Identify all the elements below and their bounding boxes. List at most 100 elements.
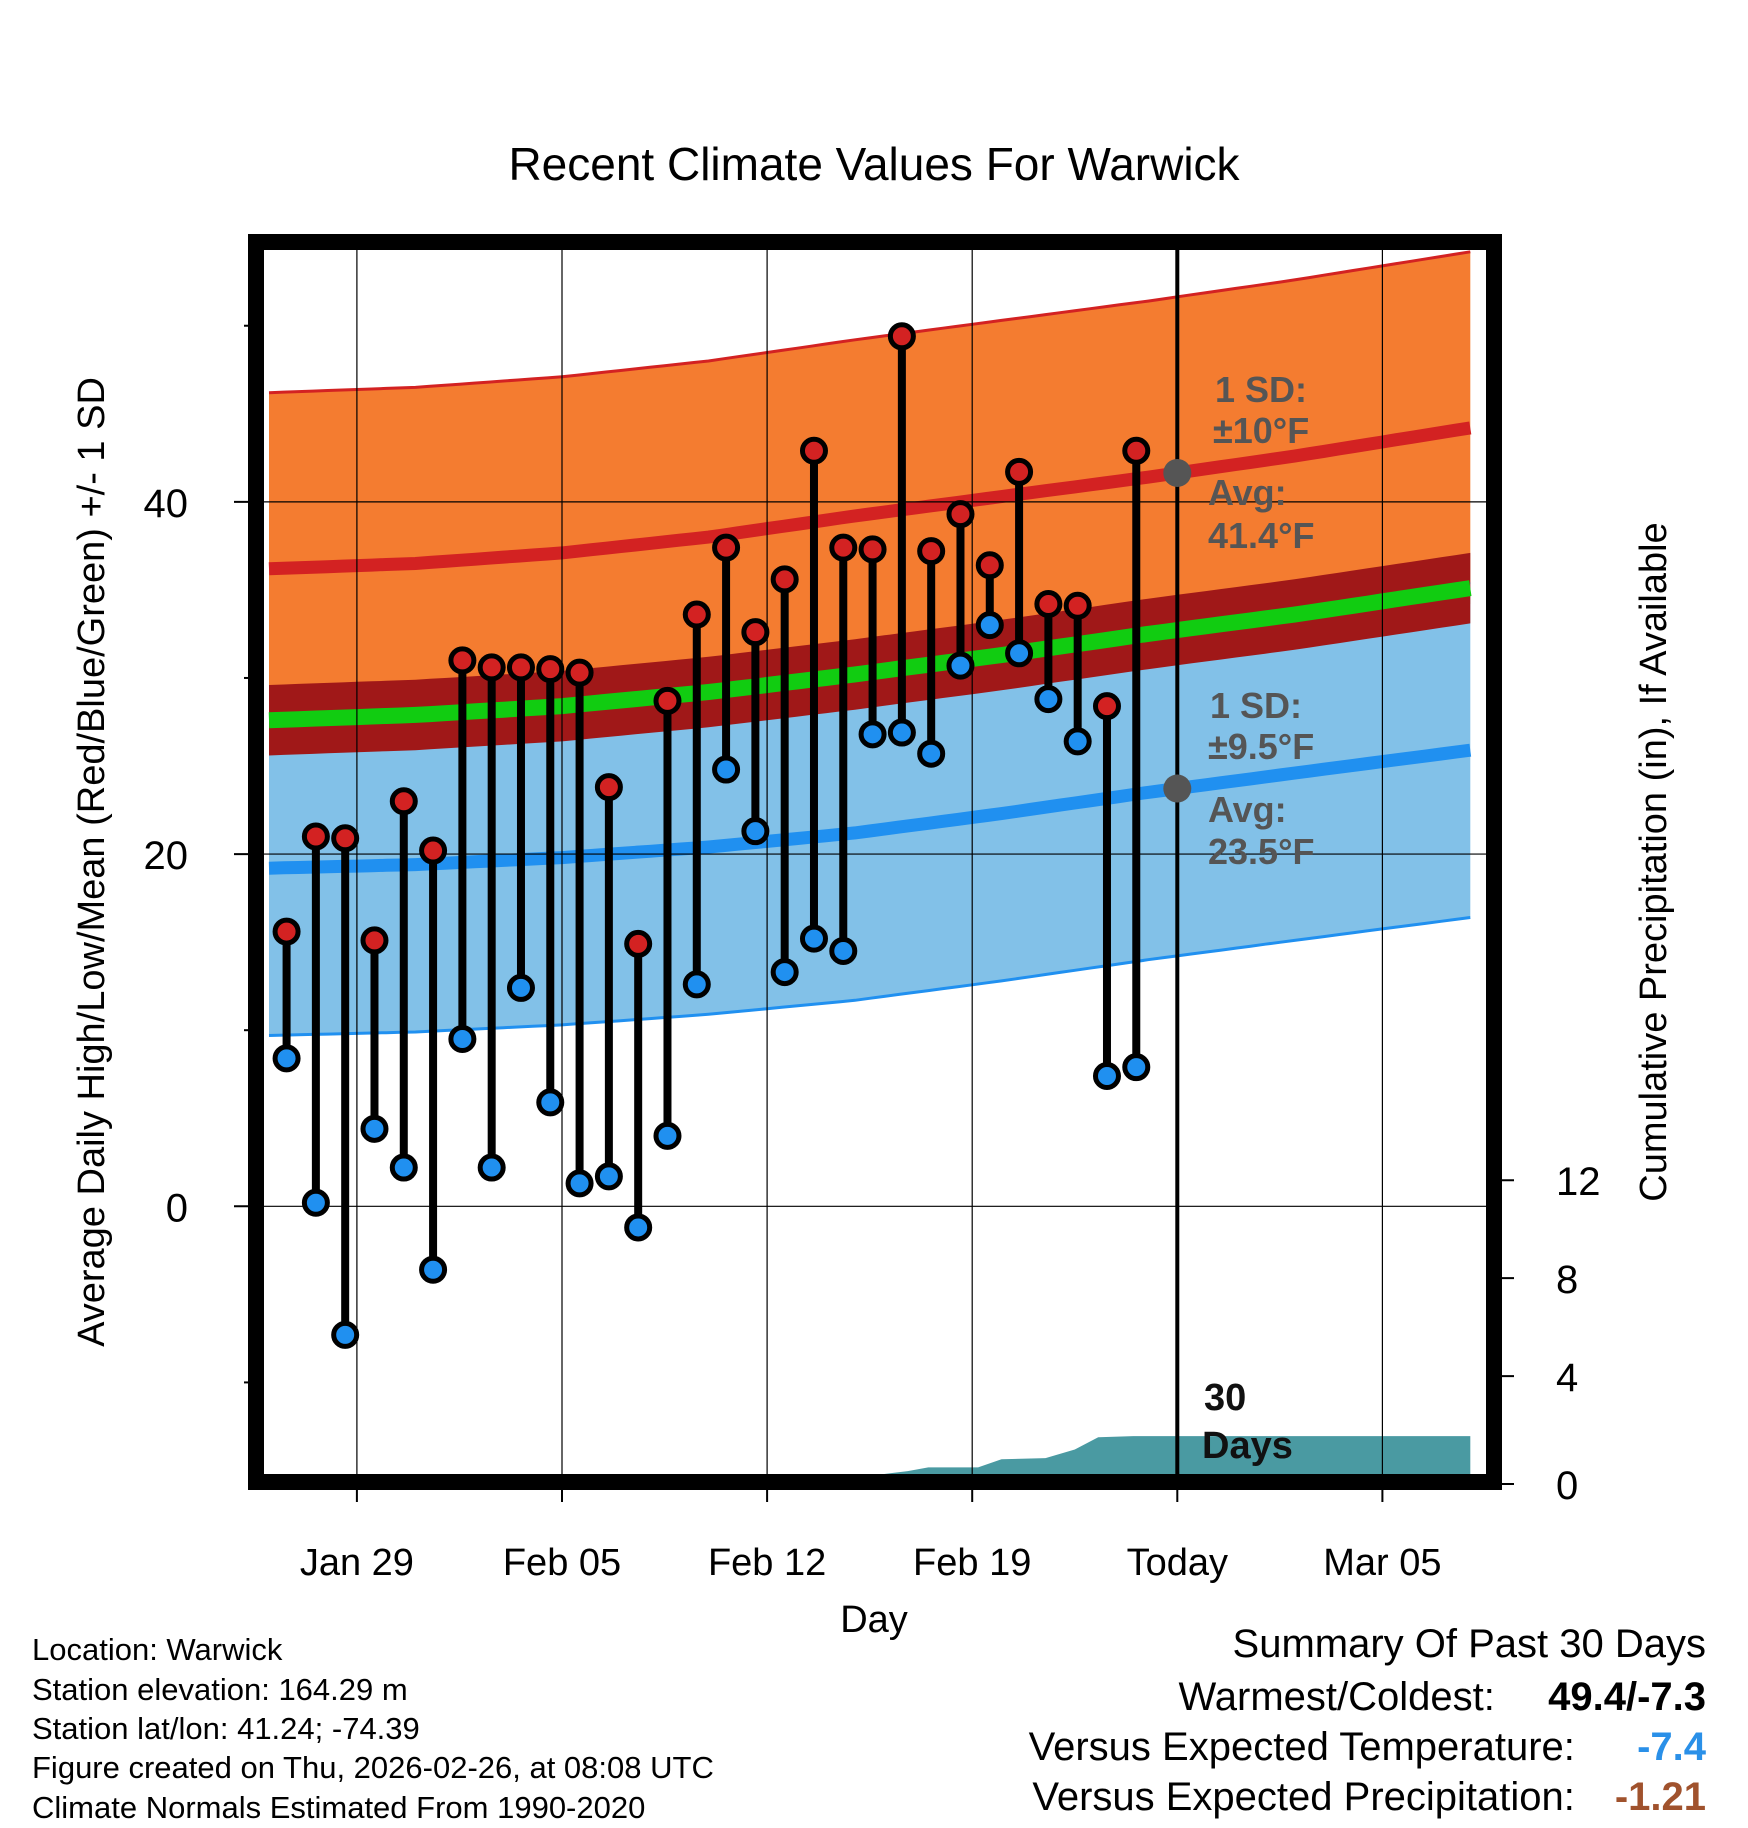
plot-frame — [248, 234, 1502, 1490]
low-sd-label: 1 SD: — [1210, 685, 1302, 726]
x-axis: Jan 29 Feb 05 Feb 12 Feb 19 Today Mar 05 — [300, 1482, 1442, 1584]
summary-warm-cold: Warmest/Coldest: 49.4/-7.3 — [1179, 1675, 1707, 1720]
today-low-avg-dot — [1163, 774, 1192, 803]
summary-title: Summary Of Past 30 Days — [1233, 1622, 1706, 1667]
high-point-day-7 — [448, 646, 477, 675]
low-point-day-21 — [858, 720, 887, 749]
warm-cold-value: 49.4/-7.3 — [1548, 1675, 1706, 1719]
high-point-day-22 — [887, 322, 916, 351]
left-axis: 0 20 40 — [144, 324, 256, 1384]
low-sd-value: ±9.5°F — [1208, 726, 1314, 767]
low-point-day-16 — [712, 755, 741, 784]
low-sd-band-lower — [269, 750, 1471, 1036]
grid-over-bands — [264, 250, 1486, 1474]
summary-title-text: Summary Of Past 30 Days — [1232, 1622, 1706, 1666]
y-tick-label-1: 20 — [144, 834, 189, 878]
x-axis-label: Day — [840, 1599, 908, 1641]
low-point-day-12 — [594, 1162, 623, 1191]
low-point-day-24 — [946, 651, 975, 680]
high-point-day-29 — [1092, 692, 1121, 721]
high-point-day-20 — [829, 533, 858, 562]
high-point-day-15 — [682, 600, 711, 629]
temp-value: -7.4 — [1637, 1725, 1706, 1769]
high-point-day-28 — [1063, 591, 1092, 620]
days-count: 30 — [1204, 1377, 1246, 1419]
high-point-day-19 — [799, 436, 828, 465]
y2-tick-label-1: 4 — [1556, 1356, 1578, 1400]
high-sd-band-upper — [269, 251, 1471, 569]
x-tick-label-1: Feb 05 — [503, 1542, 621, 1584]
summary-temp: Versus Expected Temperature: -7.4 — [1029, 1725, 1706, 1770]
low-point-day-22 — [887, 718, 916, 747]
low-point-day-26 — [1005, 639, 1034, 668]
daily-points — [272, 322, 1151, 1349]
high-point-day-13 — [624, 929, 653, 958]
low-point-day-1 — [272, 1044, 301, 1073]
low-avg-label: Avg: — [1208, 789, 1287, 830]
high-point-day-12 — [594, 773, 623, 802]
x-tick-label-5: Mar 05 — [1323, 1542, 1441, 1584]
low-point-day-15 — [682, 970, 711, 999]
right-axis: 0 4 8 12 — [1494, 1160, 1601, 1508]
info-latlon: Station lat/lon: 41.24; -74.39 — [32, 1711, 420, 1746]
x-tick-label-0: Jan 29 — [300, 1542, 414, 1584]
high-point-day-5 — [389, 787, 418, 816]
high-point-day-1 — [272, 917, 301, 946]
low-point-day-28 — [1063, 727, 1092, 756]
low-point-day-30 — [1122, 1053, 1151, 1082]
low-point-day-18 — [770, 958, 799, 987]
y2-tick-label-0: 0 — [1556, 1464, 1578, 1508]
high-point-day-17 — [741, 618, 770, 647]
low-point-day-3 — [331, 1320, 360, 1349]
precip-value: -1.21 — [1614, 1775, 1706, 1819]
high-point-day-16 — [712, 533, 741, 562]
chart-title: Recent Climate Values For Warwick — [508, 138, 1240, 190]
low-point-day-10 — [536, 1088, 565, 1117]
low-point-day-4 — [360, 1114, 389, 1143]
y-tick-label-2: 40 — [144, 482, 189, 526]
low-point-day-27 — [1034, 685, 1063, 714]
high-point-day-10 — [536, 655, 565, 684]
x-tick-label-2: Feb 12 — [708, 1542, 826, 1584]
warm-cold-label: Warmest/Coldest: — [1178, 1675, 1495, 1719]
high-point-day-4 — [360, 926, 389, 955]
low-point-day-20 — [829, 936, 858, 965]
info-created: Figure created on Thu, 2026-02-26, at 08… — [32, 1750, 714, 1785]
high-avg-label: Avg: — [1208, 472, 1287, 513]
info-normals: Climate Normals Estimated From 1990-2020 — [32, 1790, 646, 1825]
low-point-day-14 — [653, 1121, 682, 1150]
high-sd-label: 1 SD: — [1215, 369, 1307, 410]
low-point-day-23 — [917, 739, 946, 768]
low-point-day-9 — [506, 973, 535, 1002]
today-high-avg-dot — [1163, 458, 1192, 487]
low-point-day-29 — [1092, 1061, 1121, 1090]
high-point-day-9 — [506, 653, 535, 682]
days-annotation: 30 Days — [1202, 1377, 1293, 1467]
high-point-day-3 — [331, 824, 360, 853]
low-point-day-17 — [741, 817, 770, 846]
y-tick-label-0: 0 — [166, 1186, 188, 1230]
precip-label: Versus Expected Precipitation: — [1032, 1775, 1575, 1819]
low-avg-line — [268, 743, 1472, 875]
high-point-day-24 — [946, 500, 975, 529]
high-point-day-6 — [419, 836, 448, 865]
low-point-day-19 — [799, 924, 828, 953]
high-sd-upper-line — [268, 250, 1471, 395]
y2-tick-label-3: 12 — [1556, 1160, 1601, 1204]
info-elevation: Station elevation: 164.29 m — [32, 1672, 408, 1707]
precipitation-layer — [269, 1436, 1471, 1474]
low-point-day-25 — [975, 611, 1004, 640]
low-point-day-5 — [389, 1153, 418, 1182]
low-point-day-8 — [477, 1153, 506, 1182]
high-avg-value: 41.4°F — [1208, 515, 1314, 556]
x-tick-label-4: Today — [1127, 1542, 1228, 1584]
days-word: Days — [1202, 1425, 1293, 1467]
high-point-day-8 — [477, 653, 506, 682]
temp-label: Versus Expected Temperature: — [1028, 1725, 1575, 1769]
high-point-day-30 — [1122, 436, 1151, 465]
high-avg-line — [268, 421, 1472, 576]
high-point-day-14 — [653, 686, 682, 715]
high-point-day-18 — [770, 565, 799, 594]
precipitation-area — [269, 1436, 1471, 1474]
